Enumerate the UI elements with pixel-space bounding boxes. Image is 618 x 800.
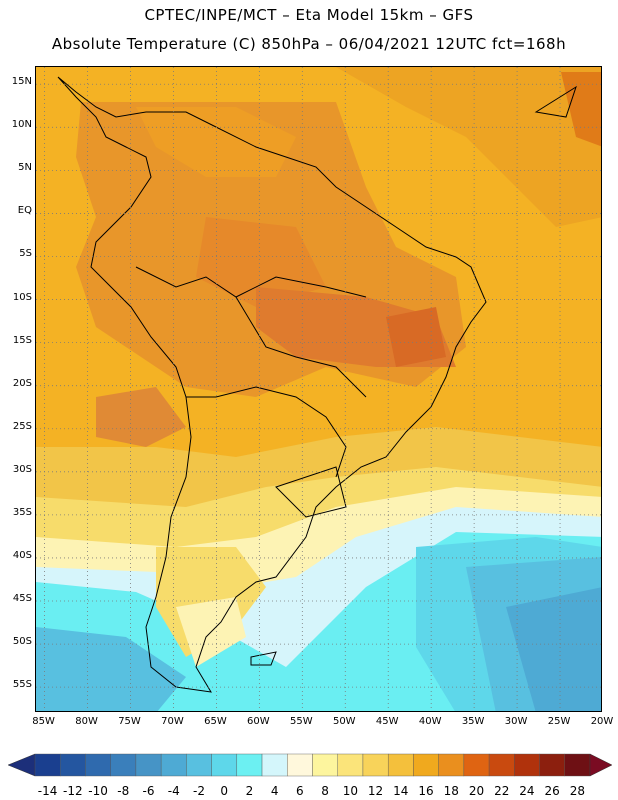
field-chaco-warm bbox=[96, 387, 186, 447]
continent-outline bbox=[57, 76, 487, 693]
colorbar-label: 14 bbox=[393, 784, 409, 798]
lon-label-40W: 40W bbox=[418, 716, 442, 727]
colorbar-swatch bbox=[463, 753, 490, 777]
lat-label-10S: 10S bbox=[12, 291, 32, 303]
field-band-neg4 bbox=[506, 587, 601, 711]
colorbar-swatch bbox=[60, 753, 86, 777]
border-bolivia bbox=[235, 296, 367, 398]
colorbar-label: 26 bbox=[544, 784, 560, 798]
colorbar-swatch bbox=[387, 753, 414, 777]
lon-label-45W: 45W bbox=[375, 716, 399, 727]
lon-label-75W: 75W bbox=[118, 716, 141, 727]
colorbar-label: -14 bbox=[37, 784, 58, 798]
colorbar-swatch bbox=[312, 753, 338, 777]
title-line-2: Absolute Temperature (C) 850hPa – 06/04/… bbox=[51, 35, 567, 53]
colorbar-swatch bbox=[362, 753, 389, 777]
colorbar-under-arrow bbox=[7, 753, 36, 777]
colorbar-label: 4 bbox=[270, 784, 279, 798]
lon-label-80W: 80W bbox=[75, 716, 98, 727]
field-ne-warm bbox=[336, 67, 601, 227]
colorbar-label: 28 bbox=[569, 784, 586, 798]
colorbar-swatch bbox=[413, 753, 439, 777]
colorbar-swatch bbox=[438, 753, 465, 777]
field-north-warm bbox=[136, 107, 296, 177]
colorbar-label: 12 bbox=[367, 784, 384, 798]
uruguay-outline bbox=[275, 466, 347, 518]
lon-label-70W: 70W bbox=[161, 716, 184, 727]
lat-label-45S: 45S bbox=[12, 593, 32, 605]
lat-label-15N: 15N bbox=[11, 76, 32, 88]
colorbar-swatch bbox=[564, 753, 591, 777]
colorbar-label: -10 bbox=[88, 784, 108, 798]
lat-label-15S: 15S bbox=[12, 334, 32, 346]
colorbar-swatch bbox=[85, 753, 111, 777]
lon-label-60W: 60W bbox=[247, 716, 270, 727]
lat-label-EQ: EQ bbox=[17, 205, 32, 217]
lon-label-55W: 55W bbox=[290, 716, 313, 727]
colorbar-swatch bbox=[211, 753, 238, 777]
colorbar-label: 0 bbox=[220, 784, 229, 798]
colorbar-swatch bbox=[110, 753, 137, 777]
colorbar-swatch bbox=[539, 753, 565, 777]
colorbar-swatch bbox=[514, 753, 540, 777]
map-canvas bbox=[36, 67, 601, 711]
colorbar-swatch bbox=[337, 753, 364, 777]
caribbean-islands bbox=[534, 85, 577, 118]
lat-label-55S: 55S bbox=[12, 679, 32, 691]
lon-label-85W: 85W bbox=[32, 716, 55, 727]
colorbar-label: -12 bbox=[63, 784, 83, 798]
colorbar-swatch bbox=[160, 753, 187, 777]
temperature-map bbox=[35, 66, 602, 712]
lat-lon-grid bbox=[36, 67, 601, 711]
border-paraguay bbox=[186, 386, 347, 478]
colorbar bbox=[7, 753, 613, 777]
colorbar-label: -6 bbox=[142, 784, 155, 798]
colorbar-label: 24 bbox=[519, 784, 535, 798]
lat-label-10N: 10N bbox=[11, 119, 32, 131]
colorbar-label: 20 bbox=[468, 784, 485, 798]
colorbar-label: -2 bbox=[192, 784, 205, 798]
lat-label-20S: 20S bbox=[12, 377, 32, 389]
falklands bbox=[250, 651, 277, 666]
coastlines bbox=[57, 76, 577, 693]
lat-label-40S: 40S bbox=[12, 549, 32, 561]
colorbar-label: -8 bbox=[117, 784, 130, 798]
field-plateau-hot bbox=[386, 307, 446, 367]
lon-label-30W: 30W bbox=[504, 716, 528, 727]
colorbar-label: 16 bbox=[418, 784, 434, 798]
colorbar-label: 2 bbox=[245, 784, 254, 798]
lon-label-50W: 50W bbox=[332, 716, 356, 727]
lon-label-25W: 25W bbox=[547, 716, 571, 727]
colorbar-label: 8 bbox=[321, 784, 329, 798]
colorbar-swatch bbox=[135, 753, 162, 777]
colorbar-label: 6 bbox=[296, 784, 304, 798]
title-line-1: CPTEC/INPE/MCT – Eta Model 15km – GFS bbox=[144, 6, 474, 24]
lat-label-5S: 5S bbox=[19, 248, 32, 260]
colorbar-swatch bbox=[186, 753, 212, 777]
lon-label-35W: 35W bbox=[461, 716, 485, 727]
colorbar-label: 18 bbox=[443, 784, 459, 798]
colorbar-label: -4 bbox=[167, 784, 180, 798]
colorbar-label: 10 bbox=[342, 784, 358, 798]
field-sw-cold bbox=[36, 627, 186, 711]
lat-label-30S: 30S bbox=[12, 463, 32, 475]
lat-label-50S: 50S bbox=[12, 636, 32, 648]
colorbar-swatch bbox=[261, 753, 288, 777]
colorbar-over-arrow bbox=[589, 753, 613, 777]
colorbar-swatch bbox=[236, 753, 263, 777]
colorbar-swatch bbox=[488, 753, 515, 777]
colorbar-label: 22 bbox=[494, 784, 510, 798]
field-amazon-hot bbox=[196, 217, 326, 307]
lon-label-20W: 20W bbox=[590, 716, 614, 727]
lat-label-35S: 35S bbox=[12, 506, 32, 518]
colorbar-swatch bbox=[287, 753, 313, 777]
lat-label-25S: 25S bbox=[12, 420, 32, 432]
lon-label-65W: 65W bbox=[204, 716, 227, 727]
lat-label-5N: 5N bbox=[18, 162, 32, 174]
colorbar-swatch bbox=[34, 753, 61, 777]
